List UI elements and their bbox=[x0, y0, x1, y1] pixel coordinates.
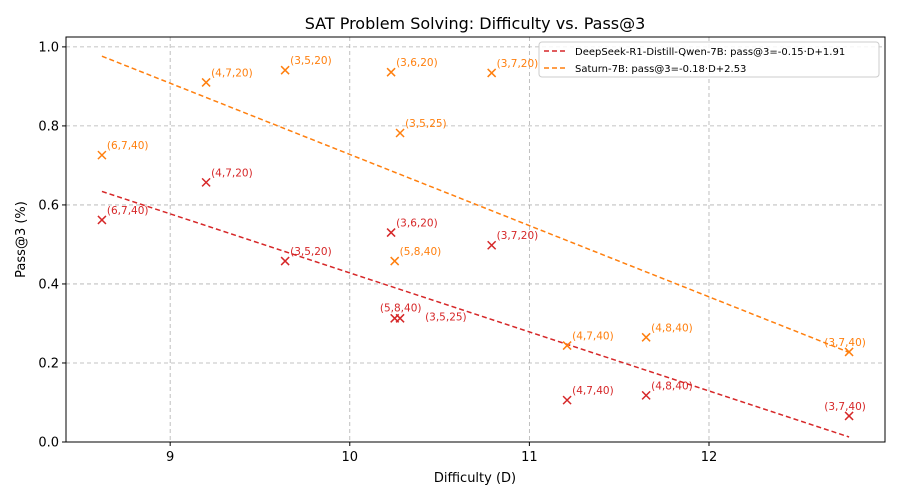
point-marker-stroke bbox=[201, 177, 211, 187]
point-label: (4,7,40) bbox=[572, 331, 614, 343]
data-point-saturn bbox=[390, 256, 400, 266]
point-marker-stroke bbox=[562, 395, 572, 405]
data-point-deepseek bbox=[844, 411, 854, 421]
point-label: (3,6,20) bbox=[396, 57, 438, 69]
point-label: (4,8,40) bbox=[651, 322, 693, 334]
x-tick-label: 12 bbox=[701, 450, 718, 465]
x-axis-title: Difficulty (D) bbox=[434, 471, 516, 486]
legend-label-saturn: Saturn-7B: pass@3=-0.18·D+2.53 bbox=[575, 64, 746, 75]
y-tick-label: 0.6 bbox=[38, 198, 59, 213]
data-point-deepseek bbox=[97, 215, 107, 225]
point-label: (4,7,40) bbox=[572, 385, 614, 397]
y-tick-label: 0.8 bbox=[38, 119, 59, 134]
point-label: (6,7,40) bbox=[107, 140, 149, 152]
point-label: (6,7,40) bbox=[107, 205, 149, 217]
point-marker-stroke bbox=[201, 77, 211, 87]
data-points bbox=[97, 65, 854, 421]
data-point-deepseek bbox=[395, 313, 405, 323]
point-marker-stroke bbox=[386, 228, 396, 238]
point-label: (3,5,25) bbox=[405, 118, 447, 130]
data-point-deepseek bbox=[562, 395, 572, 405]
data-point-deepseek bbox=[201, 177, 211, 187]
point-marker-stroke bbox=[97, 215, 107, 225]
plot-frame bbox=[65, 36, 886, 443]
point-labels: (6,7,40) (4,7,20) (3,5,20) (3,6,20) (5,8,40)… bbox=[107, 55, 866, 413]
point-marker-stroke bbox=[395, 313, 405, 323]
point-label: (3,5,20) bbox=[290, 55, 332, 67]
y-axis-title: Pass@3 (%) bbox=[14, 201, 29, 278]
fit-line-deepseek bbox=[101, 190, 850, 438]
point-marker-stroke bbox=[390, 256, 400, 266]
y-tick-label: 0.0 bbox=[38, 436, 59, 451]
y-tick-label: 0.2 bbox=[38, 356, 59, 371]
y-tick-label: 1.0 bbox=[38, 40, 59, 55]
data-point-saturn bbox=[280, 65, 290, 75]
x-tick-label: 9 bbox=[166, 450, 174, 465]
data-point-saturn bbox=[97, 150, 107, 160]
fit-lines bbox=[101, 55, 850, 438]
data-point-deepseek bbox=[487, 240, 497, 250]
legend: DeepSeek-R1-Distill-Qwen-7B: pass@3=-0.1… bbox=[538, 41, 880, 78]
point-marker-stroke bbox=[641, 332, 651, 342]
grid bbox=[66, 37, 885, 443]
data-point-saturn bbox=[386, 67, 396, 77]
chart-title: SAT Problem Solving: Difficulty vs. Pass… bbox=[305, 14, 646, 33]
point-marker-stroke bbox=[487, 68, 497, 78]
point-label: (3,7,40) bbox=[824, 401, 866, 413]
y-tick-label: 0.4 bbox=[38, 277, 59, 292]
point-marker-stroke bbox=[280, 65, 290, 75]
point-marker-stroke bbox=[386, 67, 396, 77]
data-point-saturn bbox=[562, 341, 572, 351]
point-label: (4,7,20) bbox=[211, 167, 253, 179]
x-tick-label: 10 bbox=[342, 450, 359, 465]
point-marker-stroke bbox=[487, 240, 497, 250]
point-label: (3,6,20) bbox=[396, 218, 438, 230]
point-marker-stroke bbox=[844, 411, 854, 421]
point-label: (3,5,25) bbox=[425, 311, 467, 323]
fit-line-saturn bbox=[101, 55, 850, 354]
data-point-saturn bbox=[487, 68, 497, 78]
point-label: (3,7,40) bbox=[824, 337, 866, 349]
point-marker-stroke bbox=[562, 341, 572, 351]
point-marker-stroke bbox=[395, 128, 405, 138]
data-point-deepseek bbox=[386, 228, 396, 238]
axis-ticks: 9 10 11 12 0.0 0.2 0.4 0.6 0.8 1.0 bbox=[38, 40, 717, 465]
data-point-saturn bbox=[641, 332, 651, 342]
point-label: (3,7,20) bbox=[497, 58, 539, 70]
point-label: (5,8,40) bbox=[400, 246, 442, 258]
data-point-saturn bbox=[201, 77, 211, 87]
data-point-deepseek bbox=[641, 390, 651, 400]
data-point-saturn bbox=[395, 128, 405, 138]
point-marker-stroke bbox=[844, 347, 854, 357]
point-marker-stroke bbox=[97, 150, 107, 160]
x-tick-label: 11 bbox=[521, 450, 538, 465]
point-label: (4,8,40) bbox=[651, 380, 693, 392]
point-label: (3,7,20) bbox=[497, 230, 539, 242]
legend-label-deepseek: DeepSeek-R1-Distill-Qwen-7B: pass@3=-0.1… bbox=[575, 47, 845, 58]
point-marker-stroke bbox=[280, 256, 290, 266]
legend-box bbox=[538, 41, 880, 78]
data-point-saturn bbox=[844, 347, 854, 357]
data-point-deepseek bbox=[280, 256, 290, 266]
point-marker-stroke bbox=[641, 390, 651, 400]
point-label: (5,8,40) bbox=[380, 302, 422, 314]
point-label: (3,5,20) bbox=[290, 246, 332, 258]
point-label: (4,7,20) bbox=[211, 67, 253, 79]
